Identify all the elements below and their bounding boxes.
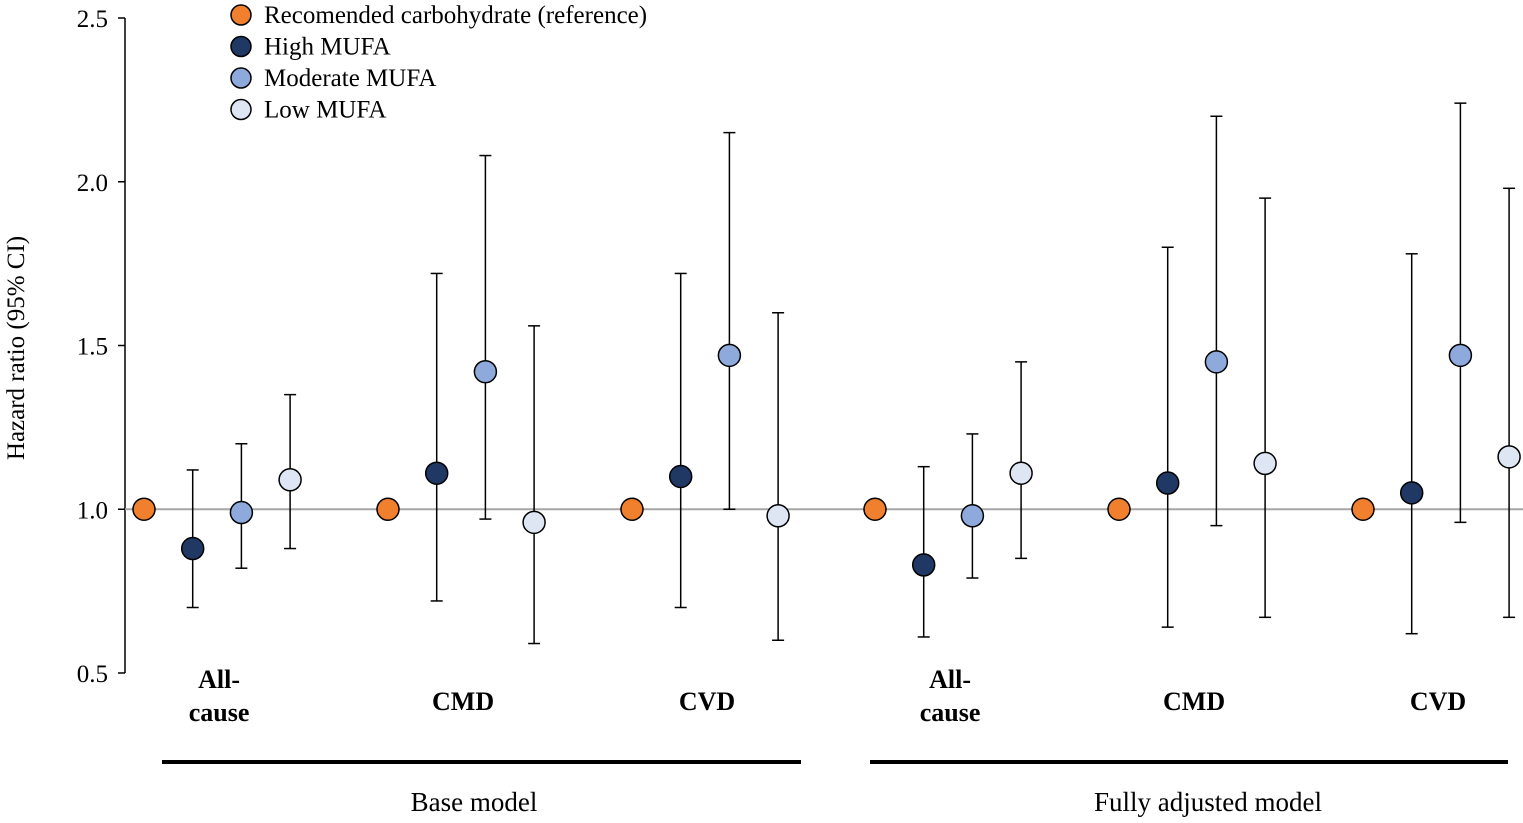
- legend: Recomended carbohydrate (reference) High …: [230, 2, 647, 124]
- y-tick-label: 2.5: [77, 6, 108, 33]
- data-point: [180, 536, 205, 561]
- legend-label: Low MUFA: [264, 97, 386, 124]
- data-point: [1399, 481, 1424, 505]
- data-point: [229, 500, 254, 525]
- category-label: All-: [198, 665, 240, 694]
- y-axis: 0.5 1.0 1.5 2.0 2.5: [77, 6, 126, 688]
- data-point: [960, 504, 985, 528]
- category-label: CVD: [679, 687, 735, 716]
- legend-marker: [230, 67, 252, 89]
- data-point: [132, 497, 156, 521]
- category-label: cause: [189, 698, 250, 727]
- data-point: [911, 553, 936, 577]
- data-point: [278, 468, 302, 492]
- data-point: [1497, 445, 1521, 469]
- legend-marker: [230, 35, 252, 58]
- group-label: Fully adjusted model: [1094, 787, 1322, 817]
- points-layer: [132, 343, 1521, 577]
- legend-label: High MUFA: [264, 34, 391, 61]
- data-point: [1448, 343, 1473, 368]
- category-label: CMD: [1163, 687, 1225, 716]
- group-labels-layer: Base model Fully adjusted model: [162, 760, 1508, 817]
- data-point: [1204, 350, 1229, 374]
- data-point: [424, 461, 449, 485]
- legend-marker: [230, 98, 252, 121]
- legend-label: Moderate MUFA: [264, 65, 436, 92]
- data-point: [522, 510, 546, 535]
- data-point: [1107, 497, 1131, 521]
- group-label: Base model: [411, 787, 538, 817]
- y-tick-label: 1.5: [77, 334, 108, 361]
- category-label: All-: [929, 665, 971, 694]
- error-bars-layer: [186, 102, 1516, 645]
- y-tick-label: 1.0: [77, 497, 108, 524]
- data-point: [668, 464, 693, 489]
- category-label: CVD: [1410, 687, 1466, 716]
- data-point: [1009, 461, 1033, 485]
- y-tick-label: 0.5: [77, 661, 108, 688]
- y-tick-label: 2.0: [77, 170, 108, 197]
- data-point: [766, 504, 790, 528]
- category-label: CMD: [432, 687, 494, 716]
- data-point: [376, 497, 400, 521]
- category-labels-layer: All-cause CMD CVD All-cause CMD CVD: [189, 665, 1467, 727]
- data-point: [1155, 471, 1180, 495]
- data-point: [717, 343, 742, 368]
- data-point: [473, 359, 498, 384]
- category-label: cause: [920, 698, 981, 727]
- data-point: [1351, 497, 1375, 521]
- data-point: [863, 497, 887, 521]
- data-point: [620, 497, 644, 521]
- y-axis-title: Hazard ratio (95% CI): [3, 236, 30, 460]
- legend-label: Recomended carbohydrate (reference): [264, 2, 647, 29]
- legend-marker: [230, 4, 252, 26]
- data-point: [1253, 451, 1277, 476]
